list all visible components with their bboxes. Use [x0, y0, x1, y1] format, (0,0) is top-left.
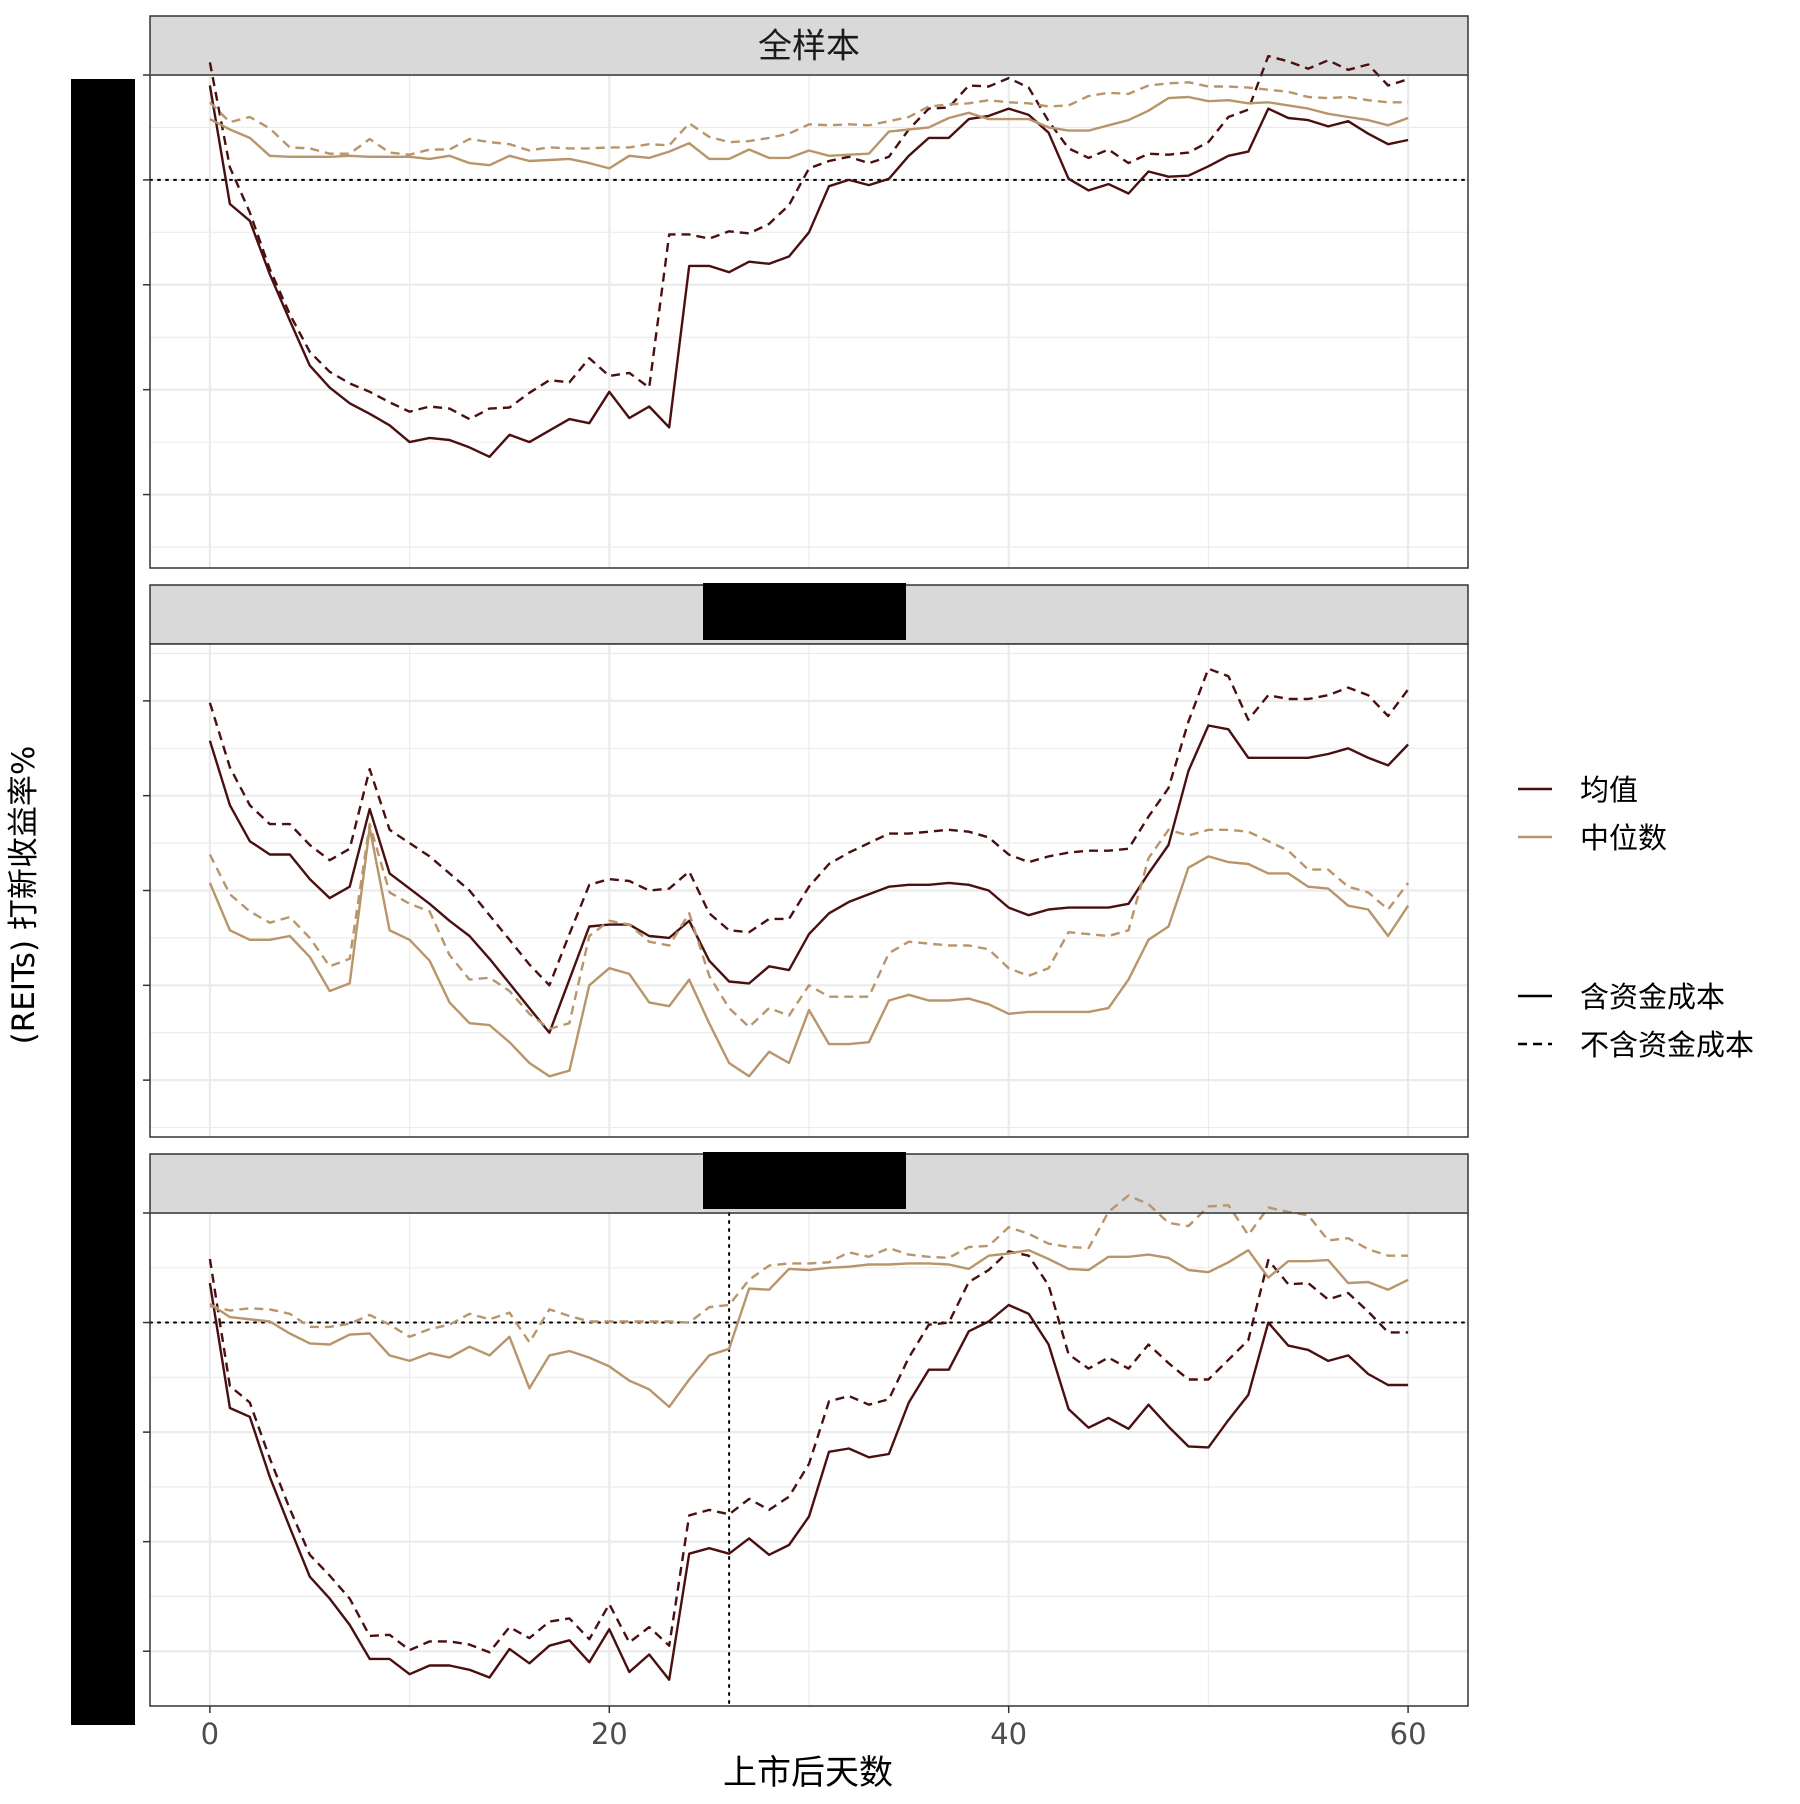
legend-label: 中位数 [1580, 821, 1667, 855]
series-line [208, 1250, 1409, 1654]
series-line [209, 81, 1409, 156]
facet-strip-label: 全样本 [758, 27, 860, 67]
facet-strip-1 [149, 15, 1469, 76]
gridlines [150, 644, 1468, 1137]
legend-label: 含资金成本 [1580, 980, 1725, 1014]
facet-panel-1: 全样本 [143, 15, 1469, 569]
series-line [208, 826, 1410, 1078]
facet-panel-2 [143, 583, 1469, 1138]
x-tick-label: 60 [1390, 1717, 1427, 1751]
series-line [208, 667, 1410, 987]
x-axis: 0 20 40 60 [201, 1706, 1427, 1751]
facet-panel-3 [143, 1152, 1469, 1707]
y-axis-title: (REITs) 打新收益率% [6, 746, 42, 1045]
panel-border [149, 643, 1469, 1138]
legend-label: 不含资金成本 [1580, 1028, 1754, 1062]
series-line [209, 95, 1409, 170]
x-tick-label: 40 [990, 1717, 1027, 1751]
panel-border [149, 1212, 1469, 1707]
x-tick-label: 0 [201, 1717, 219, 1751]
series-line [208, 724, 1409, 1034]
series-line [208, 54, 1409, 421]
redaction-strip-label [703, 583, 906, 640]
series-line [208, 85, 1409, 458]
x-axis-title: 上市后天数 [723, 1753, 893, 1793]
x-tick-label: 20 [591, 1717, 628, 1751]
series-line [208, 1282, 1409, 1681]
series-line [209, 1248, 1409, 1409]
redaction-bar-y-axis [71, 79, 135, 1725]
panels-layer: 全样本 [143, 15, 1469, 1707]
panel-border [149, 74, 1469, 569]
redaction-strip-label [703, 1152, 906, 1209]
series-line [209, 1194, 1409, 1344]
series-line [208, 822, 1410, 1031]
legend-label: 均值 [1580, 773, 1638, 807]
